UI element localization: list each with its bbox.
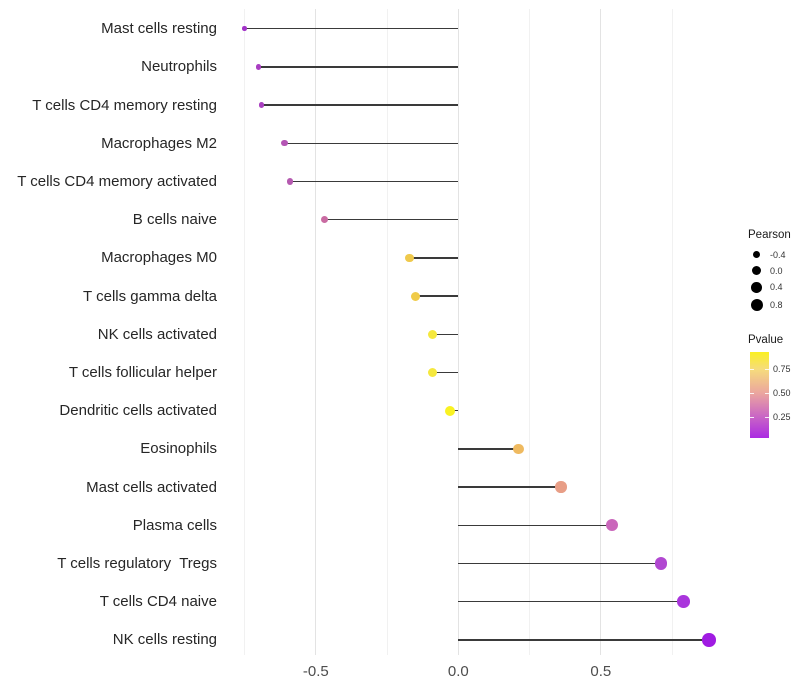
y-axis-label: T cells CD4 naive bbox=[99, 593, 217, 611]
y-axis-label: T cells regulatory Tregs bbox=[57, 555, 217, 572]
lollipop-stem bbox=[432, 371, 459, 374]
gridline-minor bbox=[386, 9, 388, 655]
gridline-major bbox=[600, 9, 602, 655]
pearson-size-label: 0.0 bbox=[770, 265, 783, 276]
y-axis-label: Eosinophils bbox=[140, 440, 217, 458]
y-axis-label: T cells gamma delta bbox=[83, 287, 217, 305]
y-axis-label: T cells follicular helper bbox=[68, 364, 217, 381]
lollipop-dot bbox=[427, 329, 438, 339]
lollipop-dot bbox=[444, 405, 455, 416]
lollipop-dot bbox=[555, 481, 567, 493]
lollipop-stem bbox=[458, 562, 661, 565]
lollipop-dot bbox=[405, 253, 415, 263]
y-axis-label: NK cells activated bbox=[97, 325, 217, 343]
pvalue-tick-notch bbox=[765, 393, 769, 395]
lollipop-dot bbox=[606, 519, 619, 532]
pvalue-tick-label: 0.25 bbox=[773, 412, 791, 423]
gridline-minor bbox=[671, 9, 673, 655]
lollipop-stem bbox=[458, 524, 613, 526]
pvalue-tick-notch bbox=[765, 369, 769, 371]
pearson-size-label: -0.4 bbox=[770, 249, 786, 260]
y-axis-label: B cells naive bbox=[132, 211, 217, 229]
gridline-major bbox=[457, 9, 459, 655]
pvalue-tick-label: 0.50 bbox=[773, 388, 791, 399]
lollipop-dot bbox=[281, 140, 288, 147]
lollipop-dot bbox=[702, 633, 716, 647]
y-axis-label: Neutrophils bbox=[141, 58, 217, 76]
lollipop-stem bbox=[458, 486, 561, 488]
gridline-major bbox=[315, 9, 317, 655]
gridline-minor bbox=[529, 9, 531, 655]
lollipop-dot bbox=[512, 443, 524, 455]
y-axis-label: Macrophages M0 bbox=[101, 249, 217, 267]
lollipop-dot bbox=[677, 595, 690, 608]
pvalue-tick-notch bbox=[750, 369, 754, 371]
lollipop-dot bbox=[411, 291, 421, 301]
lollipop-dot bbox=[256, 64, 262, 70]
pearson-size-dot bbox=[753, 251, 761, 259]
y-axis-label: Macrophages M2 bbox=[101, 134, 217, 152]
lollipop-dot bbox=[654, 557, 667, 570]
pvalue-tick-label: 0.75 bbox=[773, 364, 791, 375]
lollipop-stem bbox=[458, 448, 519, 450]
lollipop-dot bbox=[242, 26, 247, 31]
lollipop-stem bbox=[409, 257, 459, 259]
lollipop-stem bbox=[458, 601, 684, 603]
y-axis-label: Dendritic cells activated bbox=[59, 402, 217, 420]
lollipop-stem bbox=[284, 142, 459, 144]
lollipop-dot bbox=[427, 367, 438, 378]
pearson-size-label: 0.4 bbox=[770, 282, 783, 293]
y-axis-label: T cells CD4 memory activated bbox=[17, 173, 217, 190]
pearson-size-label: 0.8 bbox=[770, 300, 783, 311]
pvalue-tick-notch bbox=[765, 417, 769, 419]
lollipop-dot bbox=[286, 178, 294, 185]
lollipop-stem bbox=[324, 219, 459, 221]
pvalue-gradient-bar bbox=[750, 352, 769, 438]
lollipop-stem bbox=[258, 66, 459, 68]
y-axis-label: Mast cells activated bbox=[86, 478, 217, 496]
lollipop-stem bbox=[415, 295, 459, 297]
pvalue-tick-notch bbox=[750, 393, 754, 395]
pearson-size-dot bbox=[752, 266, 762, 276]
lollipop-stem bbox=[432, 333, 459, 335]
lollipop-stem bbox=[261, 104, 459, 106]
lollipop-dot bbox=[320, 216, 328, 224]
y-axis-label: Mast cells resting bbox=[101, 20, 217, 38]
pearson-size-dot bbox=[751, 281, 763, 293]
lollipop-dot bbox=[258, 102, 265, 108]
y-axis-label: NK cells resting bbox=[112, 631, 217, 649]
x-axis-tick-label: -0.5 bbox=[302, 663, 329, 680]
pvalue-legend-title: Pvalue bbox=[748, 334, 784, 346]
x-axis-tick-label: 0.0 bbox=[447, 663, 469, 680]
lollipop-stem bbox=[458, 639, 710, 641]
gridline-minor bbox=[244, 9, 246, 655]
pvalue-tick-notch bbox=[750, 417, 754, 419]
y-axis-label: Plasma cells bbox=[132, 516, 217, 534]
pearson-legend-title: Pearson bbox=[748, 229, 791, 241]
lollipop-stem bbox=[244, 28, 459, 30]
pearson-size-dot bbox=[750, 299, 763, 312]
lollipop-stem bbox=[290, 180, 459, 183]
y-axis-label: T cells CD4 memory resting bbox=[32, 96, 217, 114]
x-axis-tick-label: 0.5 bbox=[590, 663, 612, 680]
